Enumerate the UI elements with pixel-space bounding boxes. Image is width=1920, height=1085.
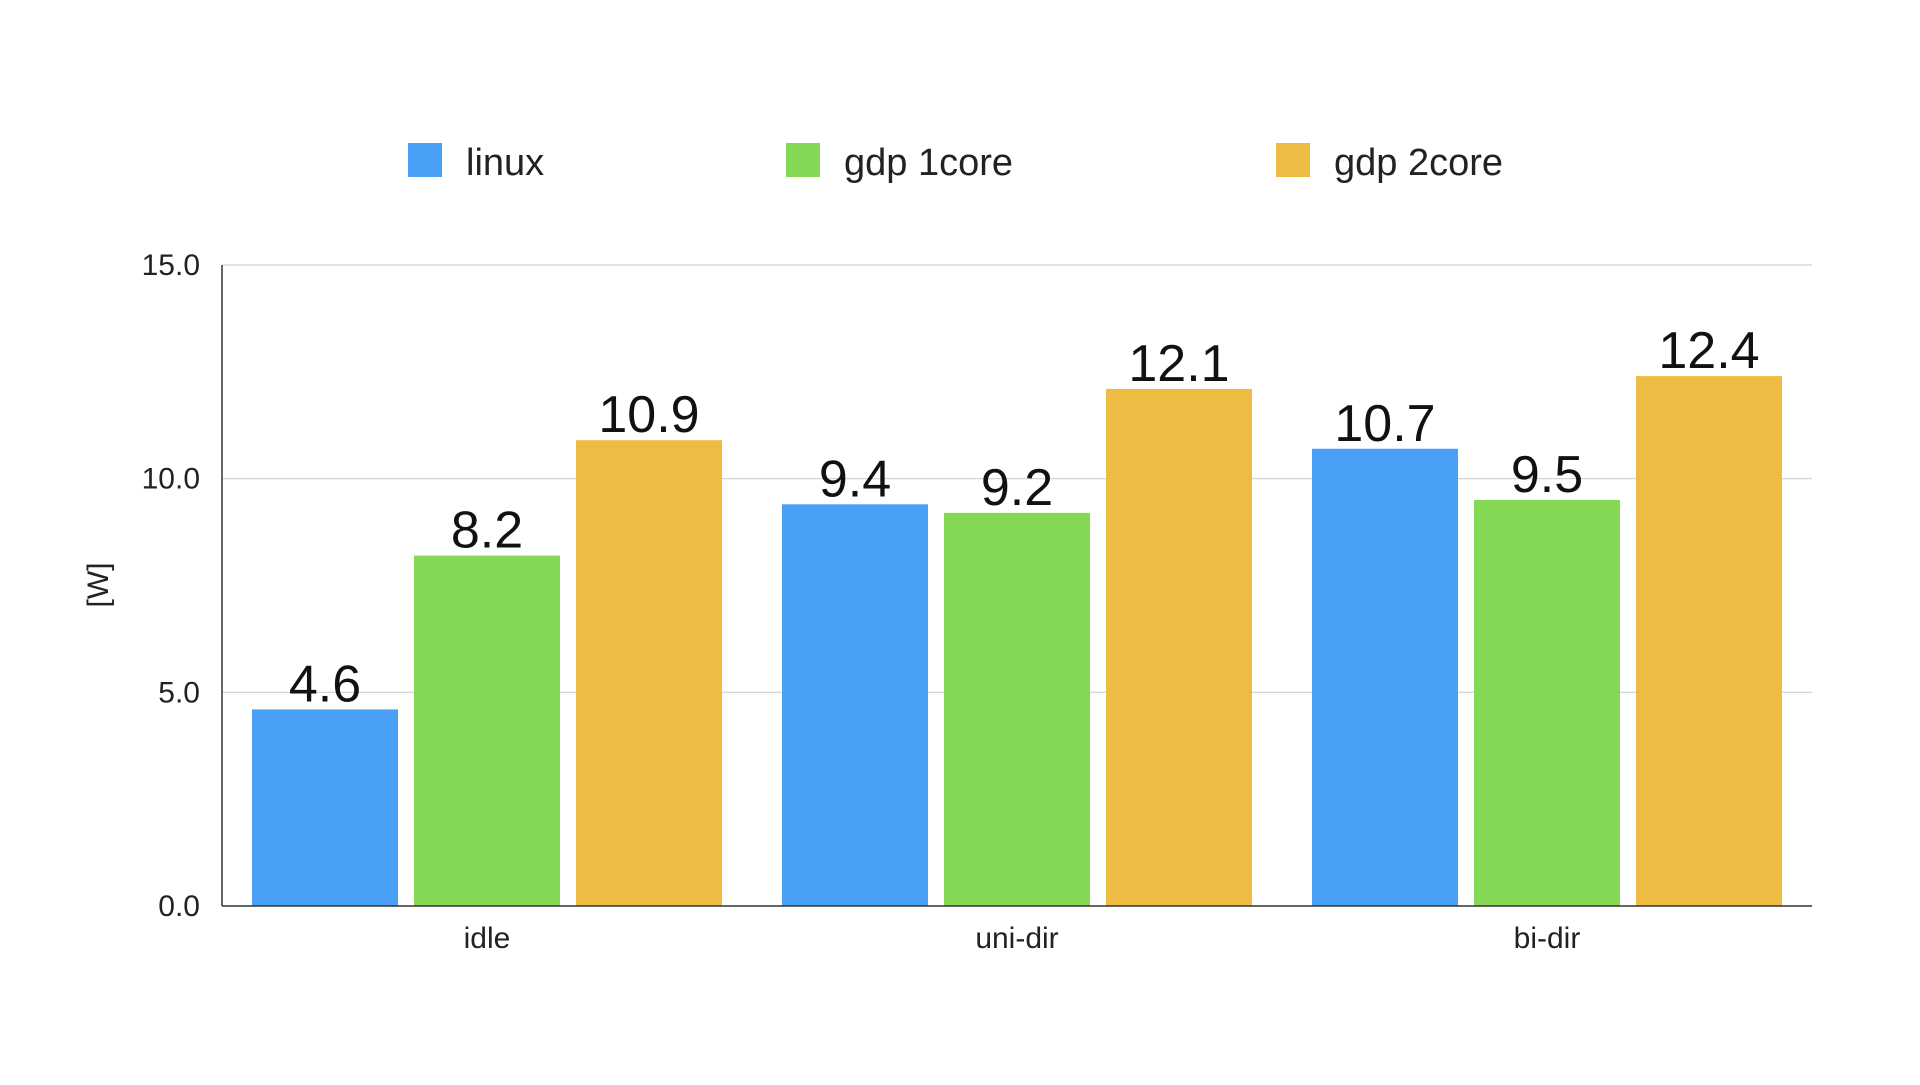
data-label: 9.2 <box>981 459 1053 517</box>
legend-swatch <box>408 143 442 177</box>
x-category-label: idle <box>464 922 511 955</box>
legend-swatch <box>786 143 820 177</box>
data-label: 8.2 <box>451 502 523 560</box>
legend-label: gdp 2core <box>1334 142 1503 184</box>
data-label: 9.4 <box>819 450 891 508</box>
legend: linux gdp 1core gdp 2core <box>408 142 1503 184</box>
bar-uni-dir-2 <box>1106 388 1252 907</box>
y-tick-label: 15.0 <box>142 249 200 282</box>
bar-uni-dir-1 <box>944 512 1090 906</box>
bar-bi-dir-1 <box>1474 500 1620 906</box>
bar-idle-0 <box>252 709 398 906</box>
y-tick-label: 0.0 <box>158 890 200 923</box>
data-label: 10.9 <box>598 386 699 444</box>
bar-bi-dir-2 <box>1636 376 1782 906</box>
bars <box>252 376 1782 907</box>
y-tick-label: 10.0 <box>142 463 200 496</box>
y-axis-title: [W] <box>82 563 115 608</box>
data-label: 9.5 <box>1511 446 1583 504</box>
data-label: 12.4 <box>1658 322 1759 380</box>
legend-swatch <box>1276 143 1310 177</box>
legend-label: linux <box>466 142 544 184</box>
legend-label: gdp 1core <box>844 142 1013 184</box>
bar-bi-dir-0 <box>1312 448 1458 906</box>
data-label: 4.6 <box>289 655 361 713</box>
axes: 0.0 5.0 10.0 15.0 idle uni-dir bi-dir <box>142 249 1812 955</box>
data-label: 10.7 <box>1334 395 1435 453</box>
bar-uni-dir-0 <box>782 504 928 906</box>
y-tick-label: 5.0 <box>158 676 200 709</box>
bar-idle-1 <box>414 555 560 906</box>
data-label: 12.1 <box>1128 335 1229 393</box>
data-labels: 4.6 8.2 10.9 9.4 9.2 12.1 10.7 9.5 12.4 <box>289 322 1760 713</box>
bar-idle-2 <box>576 440 722 906</box>
x-category-label: bi-dir <box>1514 922 1581 955</box>
x-category-label: uni-dir <box>975 922 1058 955</box>
